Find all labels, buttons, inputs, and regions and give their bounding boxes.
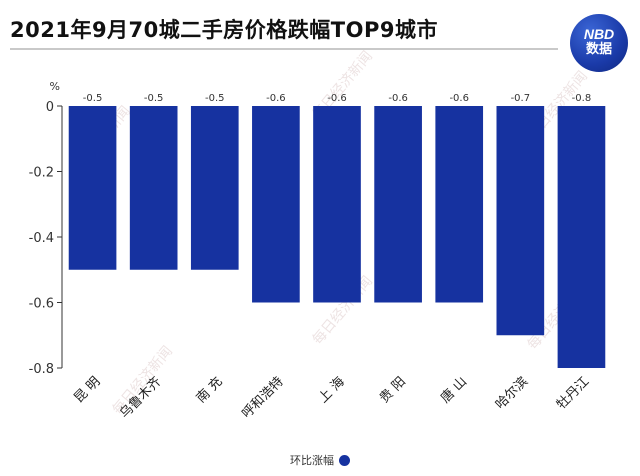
x-tick-label: 哈尔滨 [492,374,531,413]
legend-marker-icon [339,454,350,466]
y-axis-unit: % [50,80,60,93]
x-tick-label: 呼和浩特 [239,374,286,421]
bar-data-label: -0.7 [511,93,531,104]
bar [129,106,178,270]
legend-label: 环比涨幅 [290,454,334,467]
bar-data-label: -0.5 [205,93,225,104]
bar-data-label: -0.6 [449,93,469,104]
x-tick-label: 贵 阳 [377,374,409,406]
x-tick-label: 昆 明 [71,374,103,406]
logo-brand-text: NBD [583,26,615,42]
logo-sub-text: 数据 [585,42,612,57]
x-tick-label: 唐 山 [437,374,470,407]
x-tick-label: 乌鲁木齐 [116,374,164,422]
y-tick-label: -0.4 [29,231,54,246]
x-tick-label: 牡丹江 [554,374,592,412]
bar-data-label: -0.5 [83,93,103,104]
bar [435,106,484,303]
bar [252,106,300,303]
x-tick-label: 南 充 [193,374,226,407]
y-tick-label: -0.2 [29,166,54,181]
y-tick-label: 0 [46,100,54,115]
bar [374,106,422,303]
bar-data-label: -0.6 [266,93,286,104]
bar [557,106,606,368]
x-tick-label: 上 海 [316,374,348,406]
legend: 环比涨幅 [0,452,640,470]
bar [68,106,117,270]
nbd-logo: NBD 数据 [570,14,628,72]
bar-data-label: -0.5 [144,93,164,104]
bar-data-label: -0.6 [388,93,408,104]
y-tick-label: -0.6 [29,297,54,312]
bar [190,106,239,270]
title-divider [10,48,558,50]
bar [496,106,545,336]
chart-title: 2021年9月70城二手房价格跌幅TOP9城市 [10,18,438,42]
bar [313,106,361,303]
y-tick-label: -0.8 [29,362,54,377]
bar-data-label: -0.6 [327,93,347,104]
bar-data-label: -0.8 [572,93,592,104]
